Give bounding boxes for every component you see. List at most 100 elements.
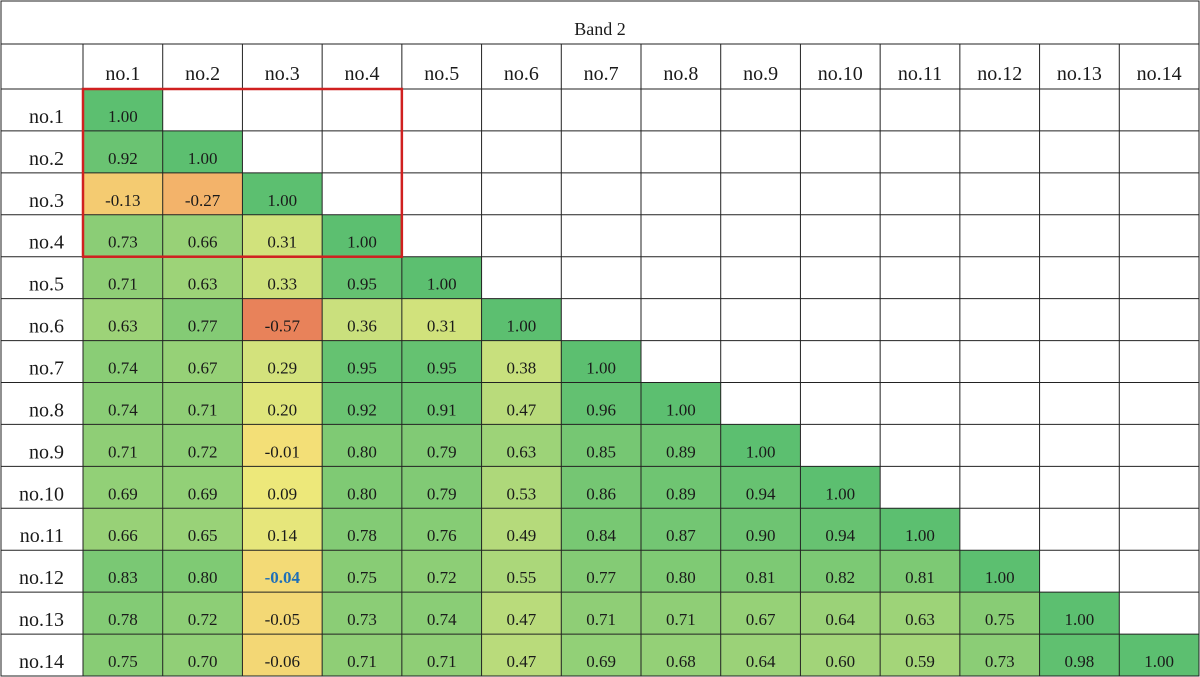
cell-value: 0.75 <box>108 652 138 671</box>
cell-value: 0.71 <box>666 610 696 629</box>
row-header: no.10 <box>19 483 64 505</box>
heatmap-cell <box>1119 634 1199 676</box>
cell-value: 0.38 <box>507 359 537 378</box>
heatmap-cell <box>322 466 402 509</box>
heatmap-cell <box>800 592 881 635</box>
heatmap-cell <box>481 466 562 509</box>
cell-value: 1.00 <box>188 149 218 168</box>
cell-value: 0.75 <box>985 610 1015 629</box>
cell-value: 1.00 <box>267 191 297 210</box>
heatmap-cell <box>561 550 641 593</box>
column-header: no.3 <box>265 63 300 85</box>
heatmap-cell <box>162 256 243 299</box>
heatmap-cell <box>720 424 801 467</box>
heatmap-cell <box>242 382 323 425</box>
column-header: no.2 <box>185 63 220 85</box>
heatmap-cell <box>83 466 163 509</box>
cell-value: 0.95 <box>427 359 457 378</box>
cell-value: 0.29 <box>267 359 297 378</box>
column-header: no.1 <box>105 63 140 85</box>
cell-value: 0.31 <box>267 233 297 252</box>
heatmap-cell <box>322 382 402 425</box>
heatmap-cell <box>561 424 641 467</box>
heatmap-cell <box>401 256 482 299</box>
heatmap-cell <box>83 256 163 299</box>
column-header: no.6 <box>504 63 539 85</box>
heatmap-cell <box>162 634 243 676</box>
heatmap-cell <box>481 508 562 551</box>
cell-value: 0.92 <box>108 149 138 168</box>
heatmap-cell <box>401 382 482 425</box>
column-header: no.5 <box>424 63 459 85</box>
row-header: no.14 <box>19 651 64 673</box>
row-header: no.9 <box>29 441 64 463</box>
heatmap-cell <box>401 340 482 383</box>
column-header: no.9 <box>743 63 778 85</box>
cell-value: 0.84 <box>586 526 616 545</box>
cell-value: 0.95 <box>347 359 377 378</box>
cell-value: 0.55 <box>507 568 537 587</box>
row-header: no.4 <box>29 232 64 254</box>
heatmap-cell <box>162 382 243 425</box>
heatmap-cell <box>720 550 801 593</box>
cell-value: 1.00 <box>985 568 1015 587</box>
heatmap-cell <box>641 508 721 551</box>
heatmap-cell <box>83 130 163 173</box>
heatmap-cell <box>83 89 163 131</box>
cell-value: 1.00 <box>586 359 616 378</box>
heatmap-cell <box>959 634 1040 676</box>
cell-value: 1.00 <box>666 400 696 419</box>
cell-value: -0.57 <box>265 317 301 336</box>
cell-value: 0.80 <box>666 568 696 587</box>
column-header: no.10 <box>818 63 863 85</box>
heatmap-cell <box>162 214 243 257</box>
cell-value: 0.82 <box>825 568 855 587</box>
heatmap-cell <box>162 424 243 467</box>
heatmap-cell <box>481 424 562 467</box>
row-header: no.6 <box>29 316 64 338</box>
cell-value: 0.71 <box>188 400 218 419</box>
cell-value: 0.66 <box>108 526 138 545</box>
cell-value: 0.76 <box>427 526 457 545</box>
heatmap-cell <box>242 424 323 467</box>
cell-value: 0.71 <box>108 275 138 294</box>
heatmap-cell <box>162 172 243 215</box>
row-header: no.11 <box>20 525 64 547</box>
cell-value: 0.67 <box>188 359 218 378</box>
heatmap-cell <box>641 634 721 676</box>
heatmap-cell <box>242 340 323 383</box>
cell-value: 0.94 <box>746 484 776 503</box>
heatmap-cell <box>800 466 881 509</box>
cell-value: 0.74 <box>108 400 138 419</box>
cell-value: 0.14 <box>267 526 297 545</box>
cell-value: 0.68 <box>666 652 696 671</box>
heatmap-cell <box>162 130 243 173</box>
cell-value: 0.90 <box>746 526 776 545</box>
cell-value: 0.63 <box>507 442 537 461</box>
heatmap-cell <box>481 298 562 341</box>
heatmap-cell <box>242 550 323 593</box>
cell-value: 0.80 <box>347 484 377 503</box>
heatmap-cell <box>720 634 801 676</box>
cell-value: -0.05 <box>265 610 300 629</box>
cell-value: 0.91 <box>427 400 457 419</box>
heatmap-cell <box>401 466 482 509</box>
heatmap-cell <box>959 592 1040 635</box>
heatmap-cell <box>83 592 163 635</box>
cell-value: -0.06 <box>265 652 300 671</box>
heatmap-cell <box>322 634 402 676</box>
heatmap-cell <box>800 508 881 551</box>
cell-value: 0.85 <box>586 442 616 461</box>
row-header: no.3 <box>29 190 64 212</box>
cell-value: 0.73 <box>985 652 1015 671</box>
heatmap-cell <box>481 382 562 425</box>
row-header: no.2 <box>29 148 64 170</box>
cell-value: 0.86 <box>586 484 616 503</box>
cell-value: 0.47 <box>507 610 537 629</box>
column-header: no.14 <box>1137 63 1182 85</box>
cell-value: 0.77 <box>188 317 218 336</box>
heatmap-cell <box>322 424 402 467</box>
cell-value: 0.71 <box>427 652 457 671</box>
heatmap-cell <box>641 424 721 467</box>
